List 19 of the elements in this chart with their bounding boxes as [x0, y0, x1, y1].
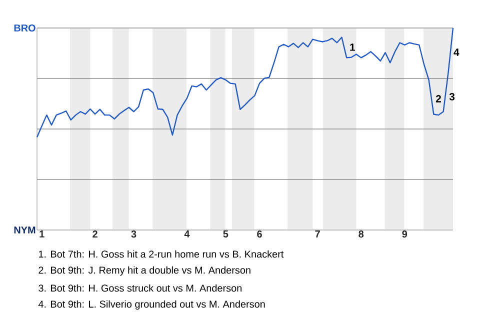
text: 3. Bot 9th: H. Goss struck out vs M. Anderson [38, 284, 242, 292]
ref-line-label: BRO [14, 24, 36, 32]
annotation: 3 [449, 92, 455, 100]
ref-line-label: NYM [14, 226, 36, 234]
x-tick-label: 3 [131, 230, 136, 238]
x-tick-label: 7 [315, 230, 320, 238]
annotation: 2 [436, 95, 441, 102]
x-tick-label: 4 [184, 230, 190, 238]
annotation: 1 [350, 44, 355, 51]
x-tick-label: 8 [358, 230, 364, 238]
text: 4 [454, 48, 460, 56]
x-tick-label: 5 [223, 230, 228, 238]
x-tick-label: 2 [92, 230, 98, 238]
x-tick-label: 1 [40, 230, 44, 238]
x-tick-label: 6 [257, 230, 262, 238]
x-tick-label: 9 [402, 230, 408, 238]
text: 1. Bot 7th: H. Goss hit a 2-run home run vs B. Knackert [38, 250, 284, 258]
text: 2. Bot 9th: J. Remy hit a double vs M. Anderson [38, 266, 250, 276]
text: 4. Bot 9th: L. Silverio grounded out vs M. Anderson [38, 300, 265, 310]
